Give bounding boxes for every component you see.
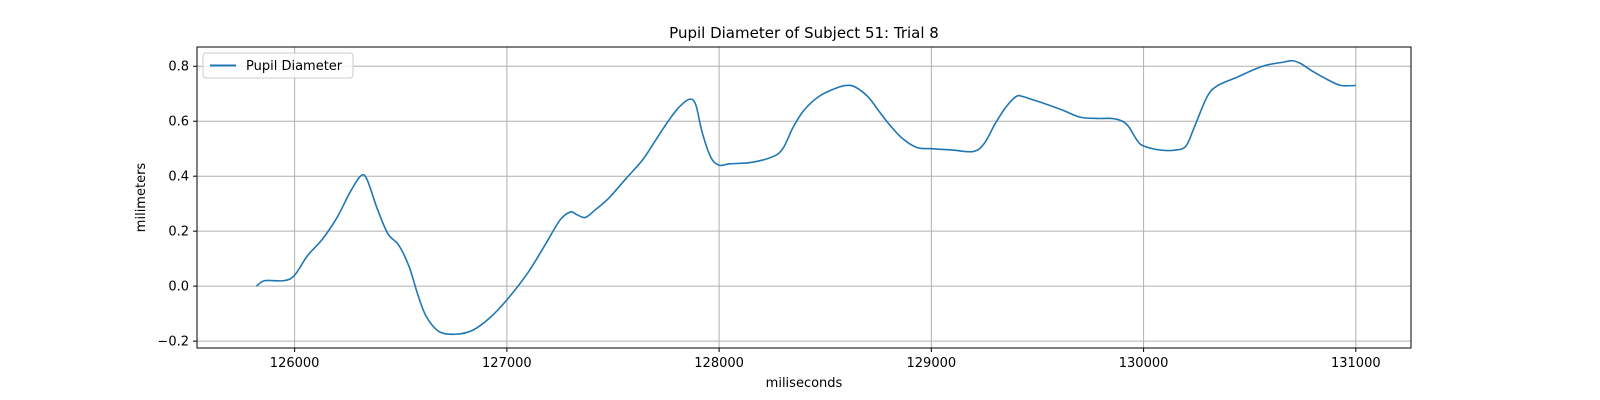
legend: Pupil Diameter <box>202 52 354 79</box>
series-layer <box>255 59 1356 336</box>
y-tick-label: 0.8 <box>168 60 189 75</box>
y-axis-title: milimeters <box>134 163 149 233</box>
x-tick-label: 129000 <box>907 356 957 371</box>
x-tick-label: 128000 <box>694 356 744 371</box>
x-tick-label: 131000 <box>1331 356 1381 371</box>
x-tick-label: 126000 <box>270 356 320 371</box>
x-ticks: 126000 127000 128000 129000 130000 131000 <box>270 348 1381 371</box>
y-tick-label: 0.0 <box>168 280 189 295</box>
x-tick-label: 130000 <box>1119 356 1169 371</box>
x-axis-title: miliseconds <box>766 376 843 391</box>
y-tick-label: −0.2 <box>157 335 189 350</box>
legend-label: Pupil Diameter <box>246 59 343 74</box>
y-tick-label: 0.4 <box>168 170 189 185</box>
plot-frame <box>196 46 1412 349</box>
grid <box>197 47 1411 348</box>
y-ticks: −0.2 0.0 0.2 0.4 0.6 0.8 <box>157 60 197 350</box>
y-tick-label: 0.2 <box>168 225 189 240</box>
legend-box <box>202 52 354 79</box>
series-line <box>255 59 1356 336</box>
y-tick-label: 0.6 <box>168 115 189 130</box>
chart-title: Pupil Diameter of Subject 51: Trial 8 <box>669 24 939 42</box>
x-tick-label: 127000 <box>482 356 532 371</box>
